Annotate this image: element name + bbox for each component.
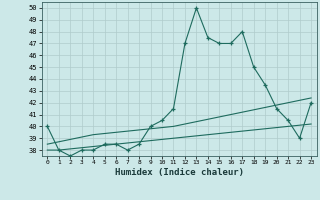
X-axis label: Humidex (Indice chaleur): Humidex (Indice chaleur)	[115, 168, 244, 177]
